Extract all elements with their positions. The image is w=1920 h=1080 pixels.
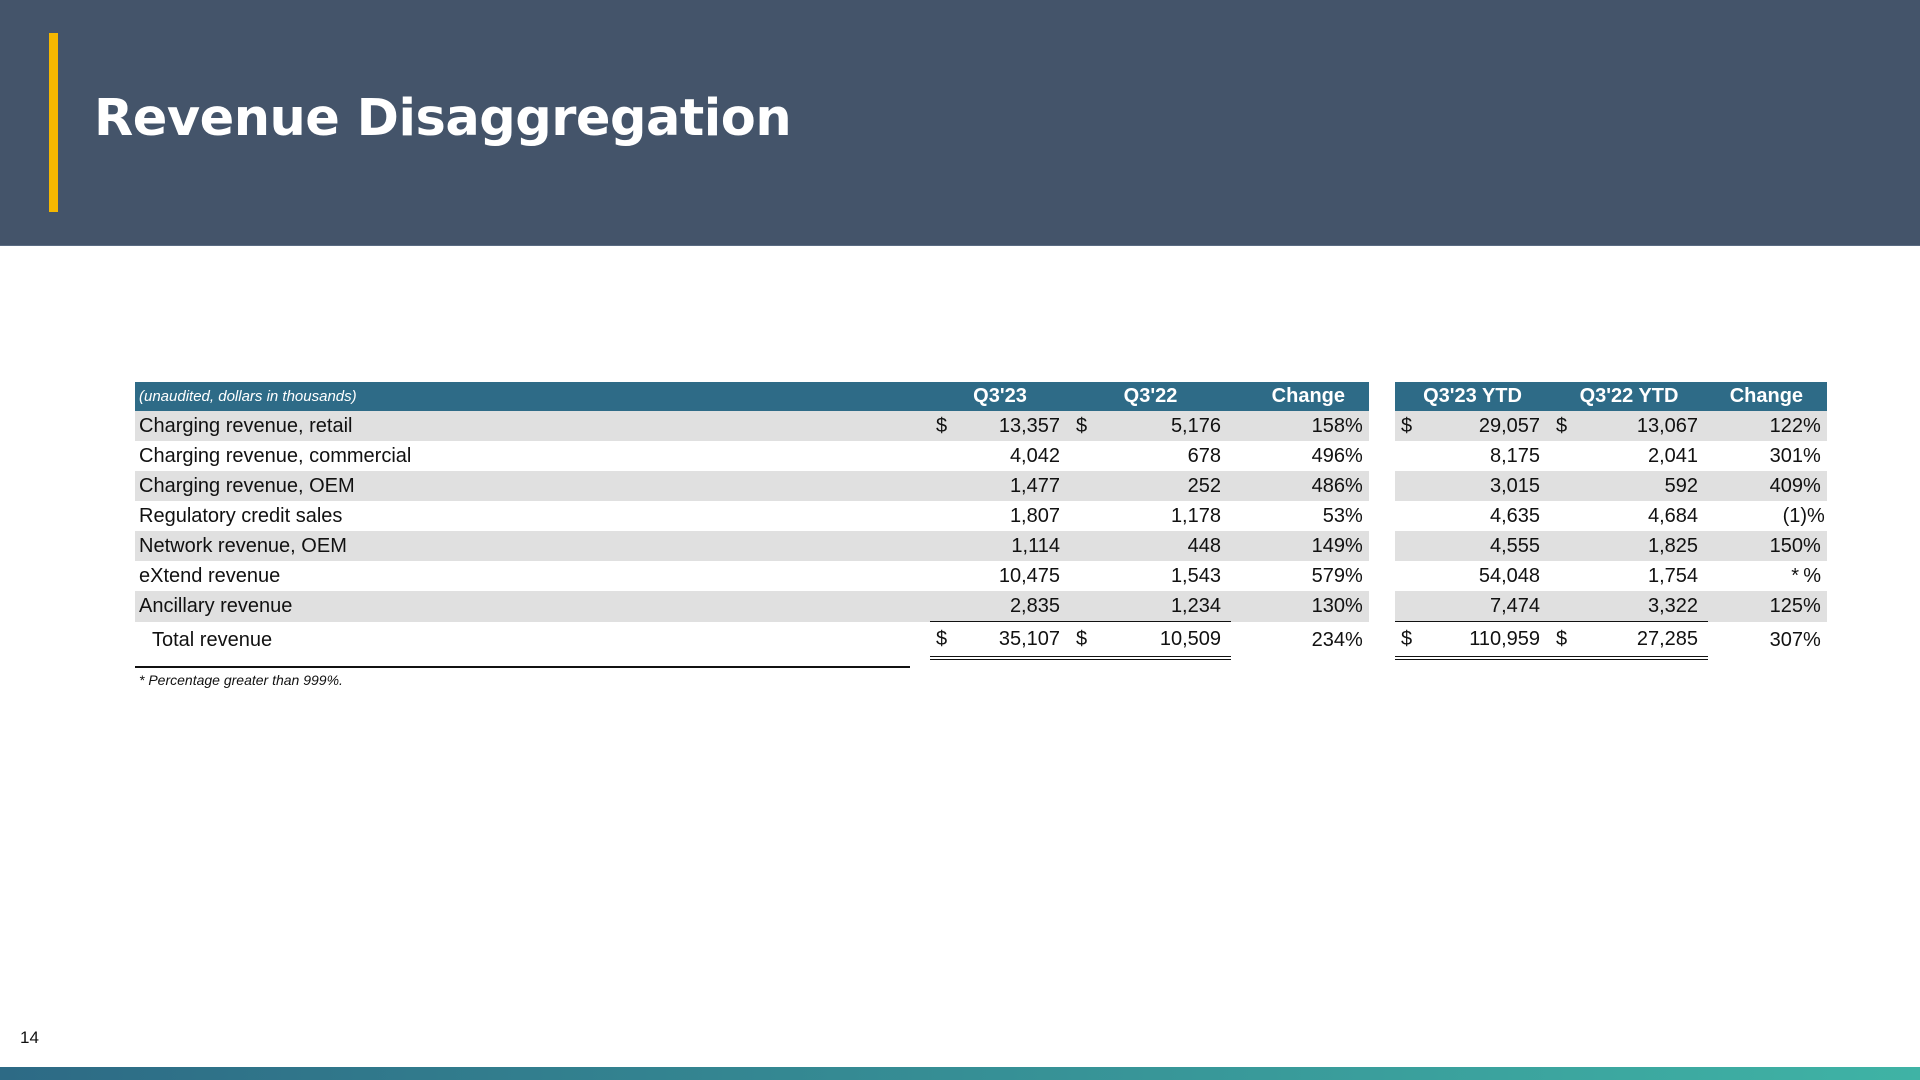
currency-symbol: $ (1070, 621, 1103, 660)
currency-symbol: $ (930, 411, 958, 441)
ytd-change-value: *% (1791, 565, 1822, 587)
currency-symbol: $ (1395, 621, 1423, 660)
currency-symbol: $ (1070, 411, 1103, 441)
q3-23-value: 10,475 (998, 565, 1060, 587)
q3-22-value: 1,234 (1103, 591, 1231, 622)
ytd-22-value: 1,754 (1647, 565, 1699, 587)
q3-23-value: 1,477 (958, 471, 1070, 501)
header-q3-23-ytd: Q3'23 YTD (1395, 382, 1551, 411)
total-row: Total revenue $ 35,107 $ 10,509 234% $ 1… (135, 621, 1827, 660)
table-row: Charging revenue, OEM 1,477 252 486% 3,0… (135, 471, 1828, 501)
row-label: Network revenue, OEM (135, 531, 930, 561)
ytd-22-value: 13,067 (1580, 411, 1709, 441)
row-label: Charging revenue, retail (135, 411, 930, 441)
header-ytd-change: Change (1708, 382, 1828, 411)
change-value: 158% (1231, 411, 1369, 441)
ytd-23-value: 7,474 (1423, 591, 1551, 622)
change-value: 53% (1322, 505, 1363, 527)
ytd-22-value: 592 (1580, 471, 1709, 501)
row-label: eXtend revenue (139, 565, 281, 587)
q3-23-value: 13,357 (958, 411, 1070, 441)
ytd-22-value: 3,322 (1580, 591, 1709, 622)
change-value: 579% (1311, 565, 1363, 587)
q3-23-value: 2,835 (958, 591, 1070, 622)
change-value: 496% (1311, 445, 1363, 467)
currency-symbol: $ (930, 621, 958, 660)
total-label: Total revenue (152, 628, 273, 651)
header-change: Change (1231, 382, 1369, 411)
q3-23-value: 1,114 (958, 531, 1070, 561)
ytd-change-value: 301% (1769, 445, 1821, 467)
ytd-change-value: 150% (1708, 531, 1828, 561)
footnote-divider (135, 666, 910, 668)
change-value: 130% (1231, 591, 1369, 622)
ytd-change-value: 125% (1708, 591, 1828, 622)
row-label: Charging revenue, OEM (135, 471, 930, 501)
q3-22-value: 448 (1103, 531, 1231, 561)
ytd-23-value: 8,175 (1489, 445, 1541, 467)
revenue-table: (unaudited, dollars in thousands) Q3'23 … (135, 382, 1828, 660)
header-q3-23: Q3'23 (930, 382, 1070, 411)
slide-header: Revenue Disaggregation (0, 0, 1920, 246)
ytd-22-value: 1,825 (1580, 531, 1709, 561)
footer-bar (0, 1067, 1920, 1080)
total-q3-23: 35,107 (958, 621, 1070, 660)
ytd-change-value: 409% (1708, 471, 1828, 501)
ytd-23-value: 4,635 (1489, 505, 1541, 527)
currency-symbol: $ (1550, 621, 1581, 660)
ytd-23-value: 29,057 (1423, 411, 1551, 441)
change-value: 486% (1231, 471, 1369, 501)
total-ytd-22: 27,285 (1580, 621, 1709, 660)
accent-bar (49, 33, 58, 212)
ytd-23-value: 54,048 (1478, 565, 1541, 587)
header-q3-22-ytd: Q3'22 YTD (1550, 382, 1709, 411)
q3-22-value: 1,178 (1170, 505, 1221, 527)
ytd-change-value: (1)% (1782, 505, 1825, 527)
table-row: Charging revenue, retail $ 13,357 $ 5,17… (135, 411, 1828, 441)
footnote: * Percentage greater than 999%. (139, 672, 343, 688)
table-header-row: (unaudited, dollars in thousands) Q3'23 … (135, 382, 1828, 411)
header-q3-22: Q3'22 (1070, 382, 1231, 411)
ytd-22-value: 4,684 (1647, 505, 1699, 527)
table-row: Regulatory credit sales 1,807 1,178 53% … (135, 501, 1827, 531)
total-ytd-change: 307% (1769, 628, 1821, 651)
q3-23-value: 1,807 (1009, 505, 1060, 527)
change-value: 149% (1231, 531, 1369, 561)
slide-title: Revenue Disaggregation (94, 89, 792, 148)
q3-22-value: 678 (1187, 445, 1221, 467)
q3-23-value: 4,042 (1009, 445, 1060, 467)
currency-symbol: $ (1550, 411, 1581, 441)
ytd-22-value: 2,041 (1647, 445, 1699, 467)
q3-22-value: 5,176 (1103, 411, 1231, 441)
table-row: Charging revenue, commercial 4,042 678 4… (135, 441, 1827, 471)
ytd-change-value: 122% (1708, 411, 1828, 441)
column-gap (1369, 382, 1395, 411)
currency-symbol: $ (1395, 411, 1423, 441)
q3-22-value: 1,543 (1170, 565, 1221, 587)
row-label: Regulatory credit sales (139, 505, 343, 527)
row-label: Ancillary revenue (135, 591, 930, 622)
row-label: Charging revenue, commercial (139, 445, 412, 467)
table-row: Network revenue, OEM 1,114 448 149% 4,55… (135, 531, 1828, 561)
ytd-23-value: 4,555 (1423, 531, 1551, 561)
ytd-23-value: 3,015 (1423, 471, 1551, 501)
table-row: Ancillary revenue 2,835 1,234 130% 7,474… (135, 591, 1828, 622)
q3-22-value: 252 (1103, 471, 1231, 501)
total-change: 234% (1311, 628, 1363, 651)
page-number: 14 (20, 1028, 39, 1047)
table-row: eXtend revenue 10,475 1,543 579% 54,048 … (135, 561, 1827, 591)
total-ytd-23: 110,959 (1423, 621, 1551, 660)
total-q3-22: 10,509 (1103, 621, 1231, 660)
table-caption: (unaudited, dollars in thousands) (135, 382, 930, 411)
